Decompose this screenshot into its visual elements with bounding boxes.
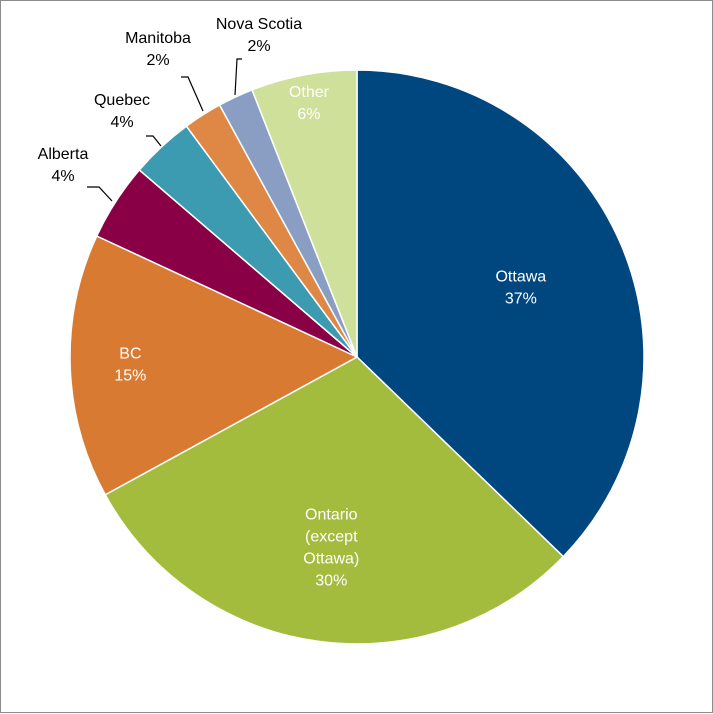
slice-percent-alberta: 4% xyxy=(51,168,74,185)
leader-lines xyxy=(87,58,242,202)
slice-label-manitoba: Manitoba 2% xyxy=(125,30,191,69)
slice-labels: Ottawa 37% Ontario (except Ottawa) 30% BC 15% Al… xyxy=(38,16,547,590)
slice-percent-ontario-except-ottawa: 30% xyxy=(315,573,347,590)
slice-name-ontario-except-ottawa: Ontario xyxy=(305,507,358,524)
leader-line-alberta xyxy=(87,186,113,202)
slice-percent-other: 6% xyxy=(297,106,320,123)
pie-slices xyxy=(69,69,645,645)
slice-label-nova-scotia: Nova Scotia 2% xyxy=(216,16,302,55)
slice-percent-manitoba: 2% xyxy=(146,52,169,69)
slice-percent-ottawa: 37% xyxy=(505,291,537,308)
pie-slice-other xyxy=(251,69,358,358)
slice-label-alberta: Alberta 4% xyxy=(38,146,89,185)
slice-name-ottawa: Ottawa xyxy=(495,269,546,286)
leader-line-quebec xyxy=(146,135,162,147)
slice-name-nova-scotia: Nova Scotia xyxy=(216,16,302,33)
slice-name-ontario-except-ottawa: (except xyxy=(305,529,358,546)
slice-name-quebec: Quebec xyxy=(94,92,150,109)
slice-name-other: Other xyxy=(289,84,330,101)
slice-percent-nova-scotia: 2% xyxy=(247,38,270,55)
pie-slice-ottawa xyxy=(356,69,645,558)
slice-label-other: Other 6% xyxy=(289,84,330,123)
slice-name-alberta: Alberta xyxy=(38,146,89,163)
slice-name-ontario-except-ottawa: Ottawa) xyxy=(303,551,359,568)
slice-name-manitoba: Manitoba xyxy=(125,30,191,47)
leader-line-manitoba xyxy=(181,76,204,112)
leader-line-nova-scotia xyxy=(234,58,242,96)
slice-label-quebec: Quebec 4% xyxy=(94,92,150,131)
slice-label-ontario-except-ottawa: Ontario (except Ottawa) 30% xyxy=(303,507,359,590)
slice-percent-quebec: 4% xyxy=(110,114,133,131)
slice-label-ottawa: Ottawa 37% xyxy=(495,269,546,308)
pie-slice-bc xyxy=(69,235,359,496)
slice-label-bc: BC 15% xyxy=(114,345,146,384)
slice-percent-bc: 15% xyxy=(114,367,146,384)
pie-slice-ontario-except-ottawa xyxy=(104,356,565,645)
slice-name-bc: BC xyxy=(119,345,141,362)
